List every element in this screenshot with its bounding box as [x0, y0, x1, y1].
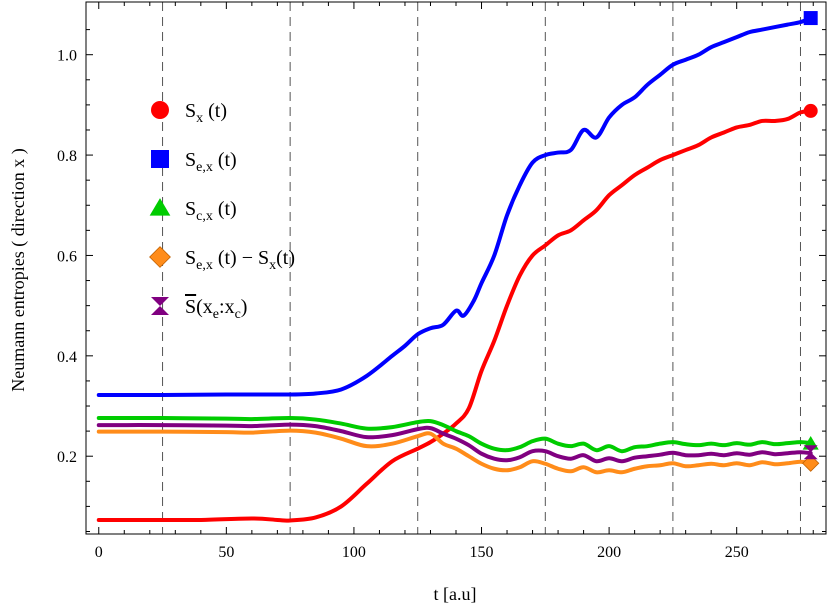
- y-axis-title: Neumann entropies ( direction x ): [8, 148, 29, 391]
- series-endpoint-marker-1: [803, 103, 818, 118]
- legend: Sx (t) Se,x (t) Sc,x (t) Se,x (t) − Sx(t) S(…: [149, 100, 295, 322]
- series-line-2: [96, 16, 813, 398]
- vertical-dashed-lines: [162, 2, 801, 534]
- y-tick-label: 1.0: [57, 48, 77, 65]
- legend-label-1: Sx (t): [185, 100, 227, 126]
- series-lines: [96, 16, 813, 523]
- y-tick-label: 0.6: [57, 248, 77, 265]
- legend-label-5: S(xe:xc): [185, 296, 247, 322]
- legend-label-4: Se,x (t) − Sx(t): [185, 247, 295, 273]
- legend-marker-4: [149, 246, 171, 268]
- series-line-3: [96, 416, 813, 454]
- x-tick-label: 150: [470, 544, 494, 561]
- legend-marker-1: [151, 101, 169, 119]
- x-tick-label: 250: [725, 544, 749, 561]
- y-tick-label: 0.4: [57, 349, 77, 366]
- series-line-4: [96, 428, 813, 475]
- series-endpoint-marker-4: [802, 454, 820, 472]
- x-tick-label: 100: [342, 544, 366, 561]
- legend-label-3: Sc,x (t): [185, 198, 237, 224]
- axis-ticks: 0 50 100 150 200 250 0.2 0.4 0.6 0.8 1.0: [57, 2, 826, 561]
- series-endpoint-marker-5: [803, 445, 818, 460]
- series-line-1: [96, 108, 813, 523]
- series-line-5: [96, 422, 813, 464]
- endpoint-markers: [802, 11, 820, 472]
- x-tick-label: 50: [218, 544, 234, 561]
- series-endpoint-marker-2: [803, 11, 818, 26]
- x-axis-title: t [a.u]: [434, 584, 477, 604]
- legend-marker-2: [151, 150, 169, 168]
- legend-marker-3: [149, 198, 171, 216]
- y-tick-label: 0.2: [57, 449, 77, 466]
- legend-label-2: Se,x (t): [185, 149, 237, 175]
- x-tick-label: 200: [597, 544, 621, 561]
- legend-marker-5: [151, 297, 169, 315]
- y-tick-label: 0.8: [57, 148, 77, 165]
- x-tick-label: 0: [95, 544, 103, 561]
